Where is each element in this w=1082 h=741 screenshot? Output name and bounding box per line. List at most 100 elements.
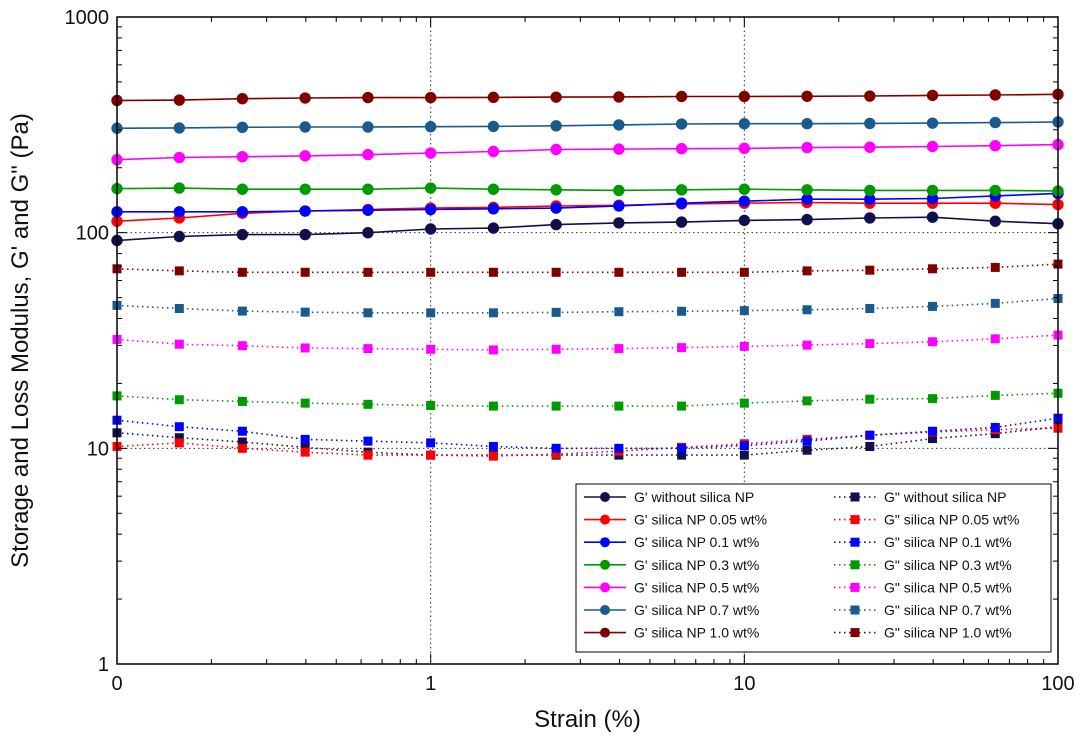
data-point <box>488 451 498 461</box>
data-point <box>487 91 500 104</box>
data-point <box>802 305 812 315</box>
legend-label: G' silica NP 0.5 wt% <box>634 579 759 595</box>
data-point <box>173 94 186 106</box>
data-point <box>362 148 374 161</box>
y-tick-label: 100 <box>76 223 109 245</box>
data-point <box>551 401 561 411</box>
legend-label: G" silica NP 0.05 wt% <box>884 512 1019 528</box>
data-point <box>362 91 374 104</box>
data-point <box>613 217 625 229</box>
data-point <box>928 337 938 347</box>
data-point <box>363 344 373 354</box>
series-10 <box>112 388 1063 411</box>
data-point <box>801 90 813 102</box>
legend-marker <box>850 628 860 638</box>
y-tick-label: 1000 <box>65 7 110 29</box>
data-point <box>739 441 749 451</box>
data-point <box>551 267 561 277</box>
data-point <box>426 400 436 410</box>
data-point <box>236 151 249 163</box>
data-point <box>426 450 436 460</box>
data-point <box>738 142 751 155</box>
legend-marker <box>850 605 860 615</box>
data-point <box>739 341 749 351</box>
data-point <box>865 430 875 440</box>
legend-marker <box>850 537 860 547</box>
data-point <box>802 340 812 350</box>
grid <box>117 17 1058 664</box>
data-point <box>300 307 310 317</box>
data-point <box>299 150 311 162</box>
series-6 <box>111 88 1064 107</box>
data-point <box>236 206 249 218</box>
data-point <box>236 92 249 105</box>
data-point <box>739 267 749 277</box>
legend-entry: G" silica NP 0.05 wt% <box>834 512 1019 528</box>
x-tick-label: 10 <box>733 673 755 695</box>
data-point <box>237 341 247 351</box>
data-point <box>173 206 186 218</box>
data-point <box>550 91 562 103</box>
data-point <box>299 121 311 133</box>
data-point <box>424 223 437 235</box>
data-point <box>488 441 498 451</box>
data-point <box>989 89 1001 101</box>
data-point <box>550 120 562 132</box>
data-point <box>362 226 374 239</box>
series-0 <box>111 211 1064 247</box>
legend-label: G' without silica NP <box>634 489 754 505</box>
data-point <box>174 266 184 276</box>
data-point <box>675 184 688 196</box>
series-line <box>116 334 1059 351</box>
data-point <box>926 184 939 197</box>
series-line <box>116 425 1059 456</box>
data-point <box>424 120 437 133</box>
data-point <box>300 267 310 277</box>
data-point <box>928 434 938 444</box>
data-point <box>299 205 311 217</box>
legend-box <box>575 483 1052 653</box>
data-point <box>299 228 311 241</box>
data-point <box>174 304 184 314</box>
y-tick-label: 1 <box>98 654 109 676</box>
y-tick-label: 10 <box>87 438 109 460</box>
legend-marker <box>600 627 610 638</box>
legend-entry: G" silica NP 0.1 wt% <box>834 534 1012 550</box>
data-point <box>864 90 876 102</box>
data-point <box>299 92 311 104</box>
data-point <box>362 183 374 195</box>
data-point <box>424 91 437 104</box>
data-point <box>363 450 373 460</box>
legend-label: G' silica NP 0.7 wt% <box>634 602 759 618</box>
data-point <box>551 307 561 317</box>
data-point <box>236 183 249 195</box>
data-point <box>864 212 876 224</box>
legend-marker <box>600 559 610 570</box>
legend-marker <box>600 582 610 593</box>
data-point <box>801 141 813 154</box>
data-point <box>174 433 184 443</box>
data-point <box>174 339 184 349</box>
series-line <box>116 143 1059 161</box>
series-line <box>116 93 1059 102</box>
series-line <box>116 121 1059 129</box>
data-point <box>990 334 1000 344</box>
legend-entry: G" silica NP 0.7 wt% <box>834 602 1012 618</box>
data-point <box>614 267 624 277</box>
legend-entry: G' silica NP 0.05 wt% <box>584 512 767 528</box>
legend-label: G' silica NP 0.1 wt% <box>634 534 759 550</box>
data-point <box>677 450 687 460</box>
data-point <box>299 183 311 195</box>
data-point <box>990 262 1000 272</box>
data-point <box>363 308 373 318</box>
data-point <box>677 267 687 277</box>
data-point <box>174 395 184 405</box>
data-point <box>237 437 247 447</box>
legend-label: G" silica NP 1.0 wt% <box>884 625 1012 641</box>
legend-entry: G' silica NP 0.5 wt% <box>584 579 759 595</box>
data-point <box>237 396 247 406</box>
data-point <box>739 450 749 460</box>
data-point <box>801 184 813 196</box>
legend-entry: G' silica NP 0.1 wt% <box>584 534 759 550</box>
